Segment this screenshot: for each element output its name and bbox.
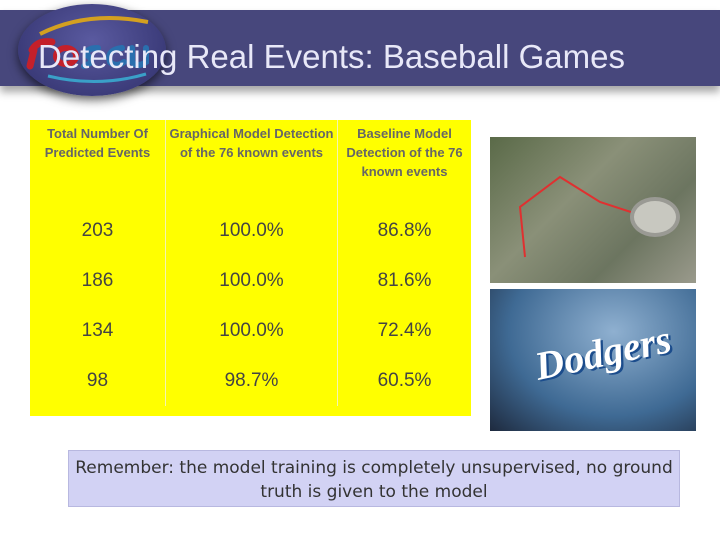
table-cell: 98 [30, 356, 166, 406]
results-table: Total Number Of Predicted Events Graphic… [30, 120, 471, 416]
table-cell: 203 [30, 206, 166, 256]
table-cell: 100.0% [166, 206, 338, 256]
dodgers-image: Dodgers [490, 289, 696, 431]
table-cell: 134 [30, 306, 166, 356]
header-graphical: Graphical Model Detection of the 76 know… [166, 120, 338, 206]
route-path [518, 175, 641, 258]
aerial-map-image [490, 137, 696, 283]
table-cell: 72.4% [377, 320, 432, 341]
header-baseline: Baseline Model Detection of the 76 known… [346, 126, 463, 179]
table-cell: 60.5% [377, 370, 432, 391]
note-box: Remember: the model training is complete… [68, 450, 680, 507]
table-cell: 100.0% [166, 306, 338, 356]
header-total: Total Number Of Predicted Events [30, 120, 166, 206]
slide-title: Detecting Real Events: Baseball Games [38, 38, 625, 75]
rescue-logo [18, 4, 166, 96]
table-cell: 98.7% [166, 356, 338, 406]
table-cell: 100.0% [166, 256, 338, 306]
logo-graphic-icon [26, 16, 149, 84]
table-cell: 81.6% [377, 270, 432, 291]
table-cell: 86.8% [377, 220, 432, 241]
stadium-shape [630, 197, 680, 237]
table-cell: 186 [30, 256, 166, 306]
